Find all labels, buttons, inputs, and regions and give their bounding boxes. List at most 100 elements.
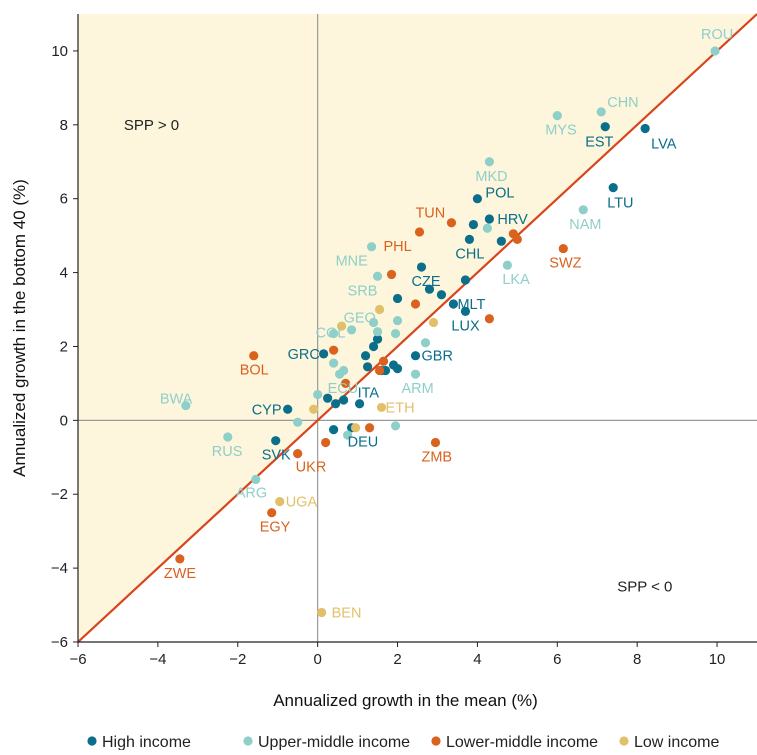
data-point <box>376 402 387 413</box>
y-tick-label: 4 <box>60 265 68 282</box>
annotation-spp-positive: SPP > 0 <box>124 117 179 134</box>
data-point <box>410 351 421 361</box>
data-point <box>414 227 425 237</box>
data-point <box>267 508 277 518</box>
point-label-lka: LKA <box>502 272 530 288</box>
data-point <box>362 362 373 372</box>
data-point <box>468 219 479 230</box>
legend-label-upper: Upper-middle income <box>258 734 410 750</box>
y-tick-label: 2 <box>60 338 68 355</box>
data-point <box>464 234 475 244</box>
data-point <box>460 306 471 316</box>
y-tick-label: −6 <box>51 634 68 651</box>
data-point <box>484 157 494 167</box>
data-point <box>420 338 431 348</box>
point-label-chn: CHN <box>607 95 638 111</box>
data-point <box>283 404 293 414</box>
data-point <box>331 399 341 409</box>
data-point <box>313 389 323 400</box>
legend-marker-high <box>87 736 97 746</box>
x-tick-label: −4 <box>149 651 166 668</box>
data-point <box>346 325 357 335</box>
data-point <box>339 395 349 405</box>
data-point <box>319 349 329 359</box>
data-point <box>392 293 403 304</box>
y-tick-label: 8 <box>60 117 68 134</box>
data-point <box>329 424 339 435</box>
point-label-svk: SVK <box>262 448 291 464</box>
data-point <box>410 299 421 309</box>
data-point <box>448 299 459 309</box>
point-label-bol: BOL <box>240 363 269 379</box>
point-label-zmb: ZMB <box>421 450 452 466</box>
data-point <box>502 260 512 270</box>
point-label-tun: TUN <box>415 206 445 222</box>
point-label-zwe: ZWE <box>164 566 197 582</box>
y-tick-label: 10 <box>51 43 68 60</box>
point-label-hrv: HRV <box>497 212 528 228</box>
data-point <box>343 430 353 440</box>
data-point <box>372 271 383 281</box>
legend-marker-low <box>619 736 629 746</box>
y-tick-label: 0 <box>60 412 68 429</box>
annotation-spp-negative: SPP < 0 <box>617 579 672 596</box>
data-point <box>354 399 365 409</box>
data-point <box>372 334 383 344</box>
data-point <box>374 365 385 376</box>
legend: High income Upper-middle income Lower-midd… <box>87 734 719 751</box>
x-tick-label: 0 <box>313 651 321 668</box>
point-label-rus: RUS <box>212 444 243 460</box>
x-tick-label: 6 <box>553 651 561 668</box>
point-label-srb: SRB <box>348 283 378 299</box>
data-point <box>608 183 618 193</box>
data-point <box>558 243 568 254</box>
data-point <box>374 304 385 315</box>
data-point <box>482 223 492 233</box>
point-label-eth: ETH <box>386 400 415 416</box>
point-label-ben: BEN <box>332 605 362 621</box>
y-tick-label: −4 <box>51 560 68 577</box>
point-label-phl: PHL <box>383 239 411 255</box>
data-point <box>436 290 447 300</box>
point-label-swz: SWZ <box>549 256 581 272</box>
point-label-grc: GRC <box>288 347 320 363</box>
data-point <box>251 474 261 485</box>
data-point <box>366 242 377 252</box>
point-label-deu: DEU <box>348 435 379 451</box>
data-point <box>175 554 185 564</box>
point-label-gbr: GBR <box>422 349 453 365</box>
data-point <box>275 497 285 507</box>
data-point <box>460 275 471 285</box>
data-point <box>329 328 339 339</box>
data-point <box>293 449 303 459</box>
data-point <box>640 123 650 134</box>
data-point <box>293 417 303 427</box>
data-point <box>329 358 339 368</box>
point-label-bwa: BWA <box>160 392 193 408</box>
legend-marker-upper <box>243 736 253 746</box>
data-point <box>390 421 401 431</box>
data-point <box>552 110 562 121</box>
data-point <box>578 205 588 215</box>
point-label-cze: CZE <box>411 274 440 290</box>
point-label-geo: GEO <box>344 310 376 326</box>
data-point <box>368 341 379 352</box>
data-point <box>337 321 347 331</box>
point-label-egy: EGY <box>260 520 291 536</box>
data-point <box>424 284 435 294</box>
data-point <box>410 369 421 379</box>
data-point <box>360 351 371 361</box>
data-point <box>392 364 403 374</box>
x-tick-label: −6 <box>69 651 86 668</box>
data-point <box>472 194 483 204</box>
data-point <box>309 404 319 414</box>
data-point <box>428 317 439 328</box>
data-point <box>390 328 401 339</box>
x-tick-label: 10 <box>709 651 726 668</box>
data-point <box>484 214 494 224</box>
point-label-ukr: UKR <box>296 460 327 476</box>
point-label-ltu: LTU <box>607 196 633 212</box>
x-tick-label: 8 <box>633 651 641 668</box>
